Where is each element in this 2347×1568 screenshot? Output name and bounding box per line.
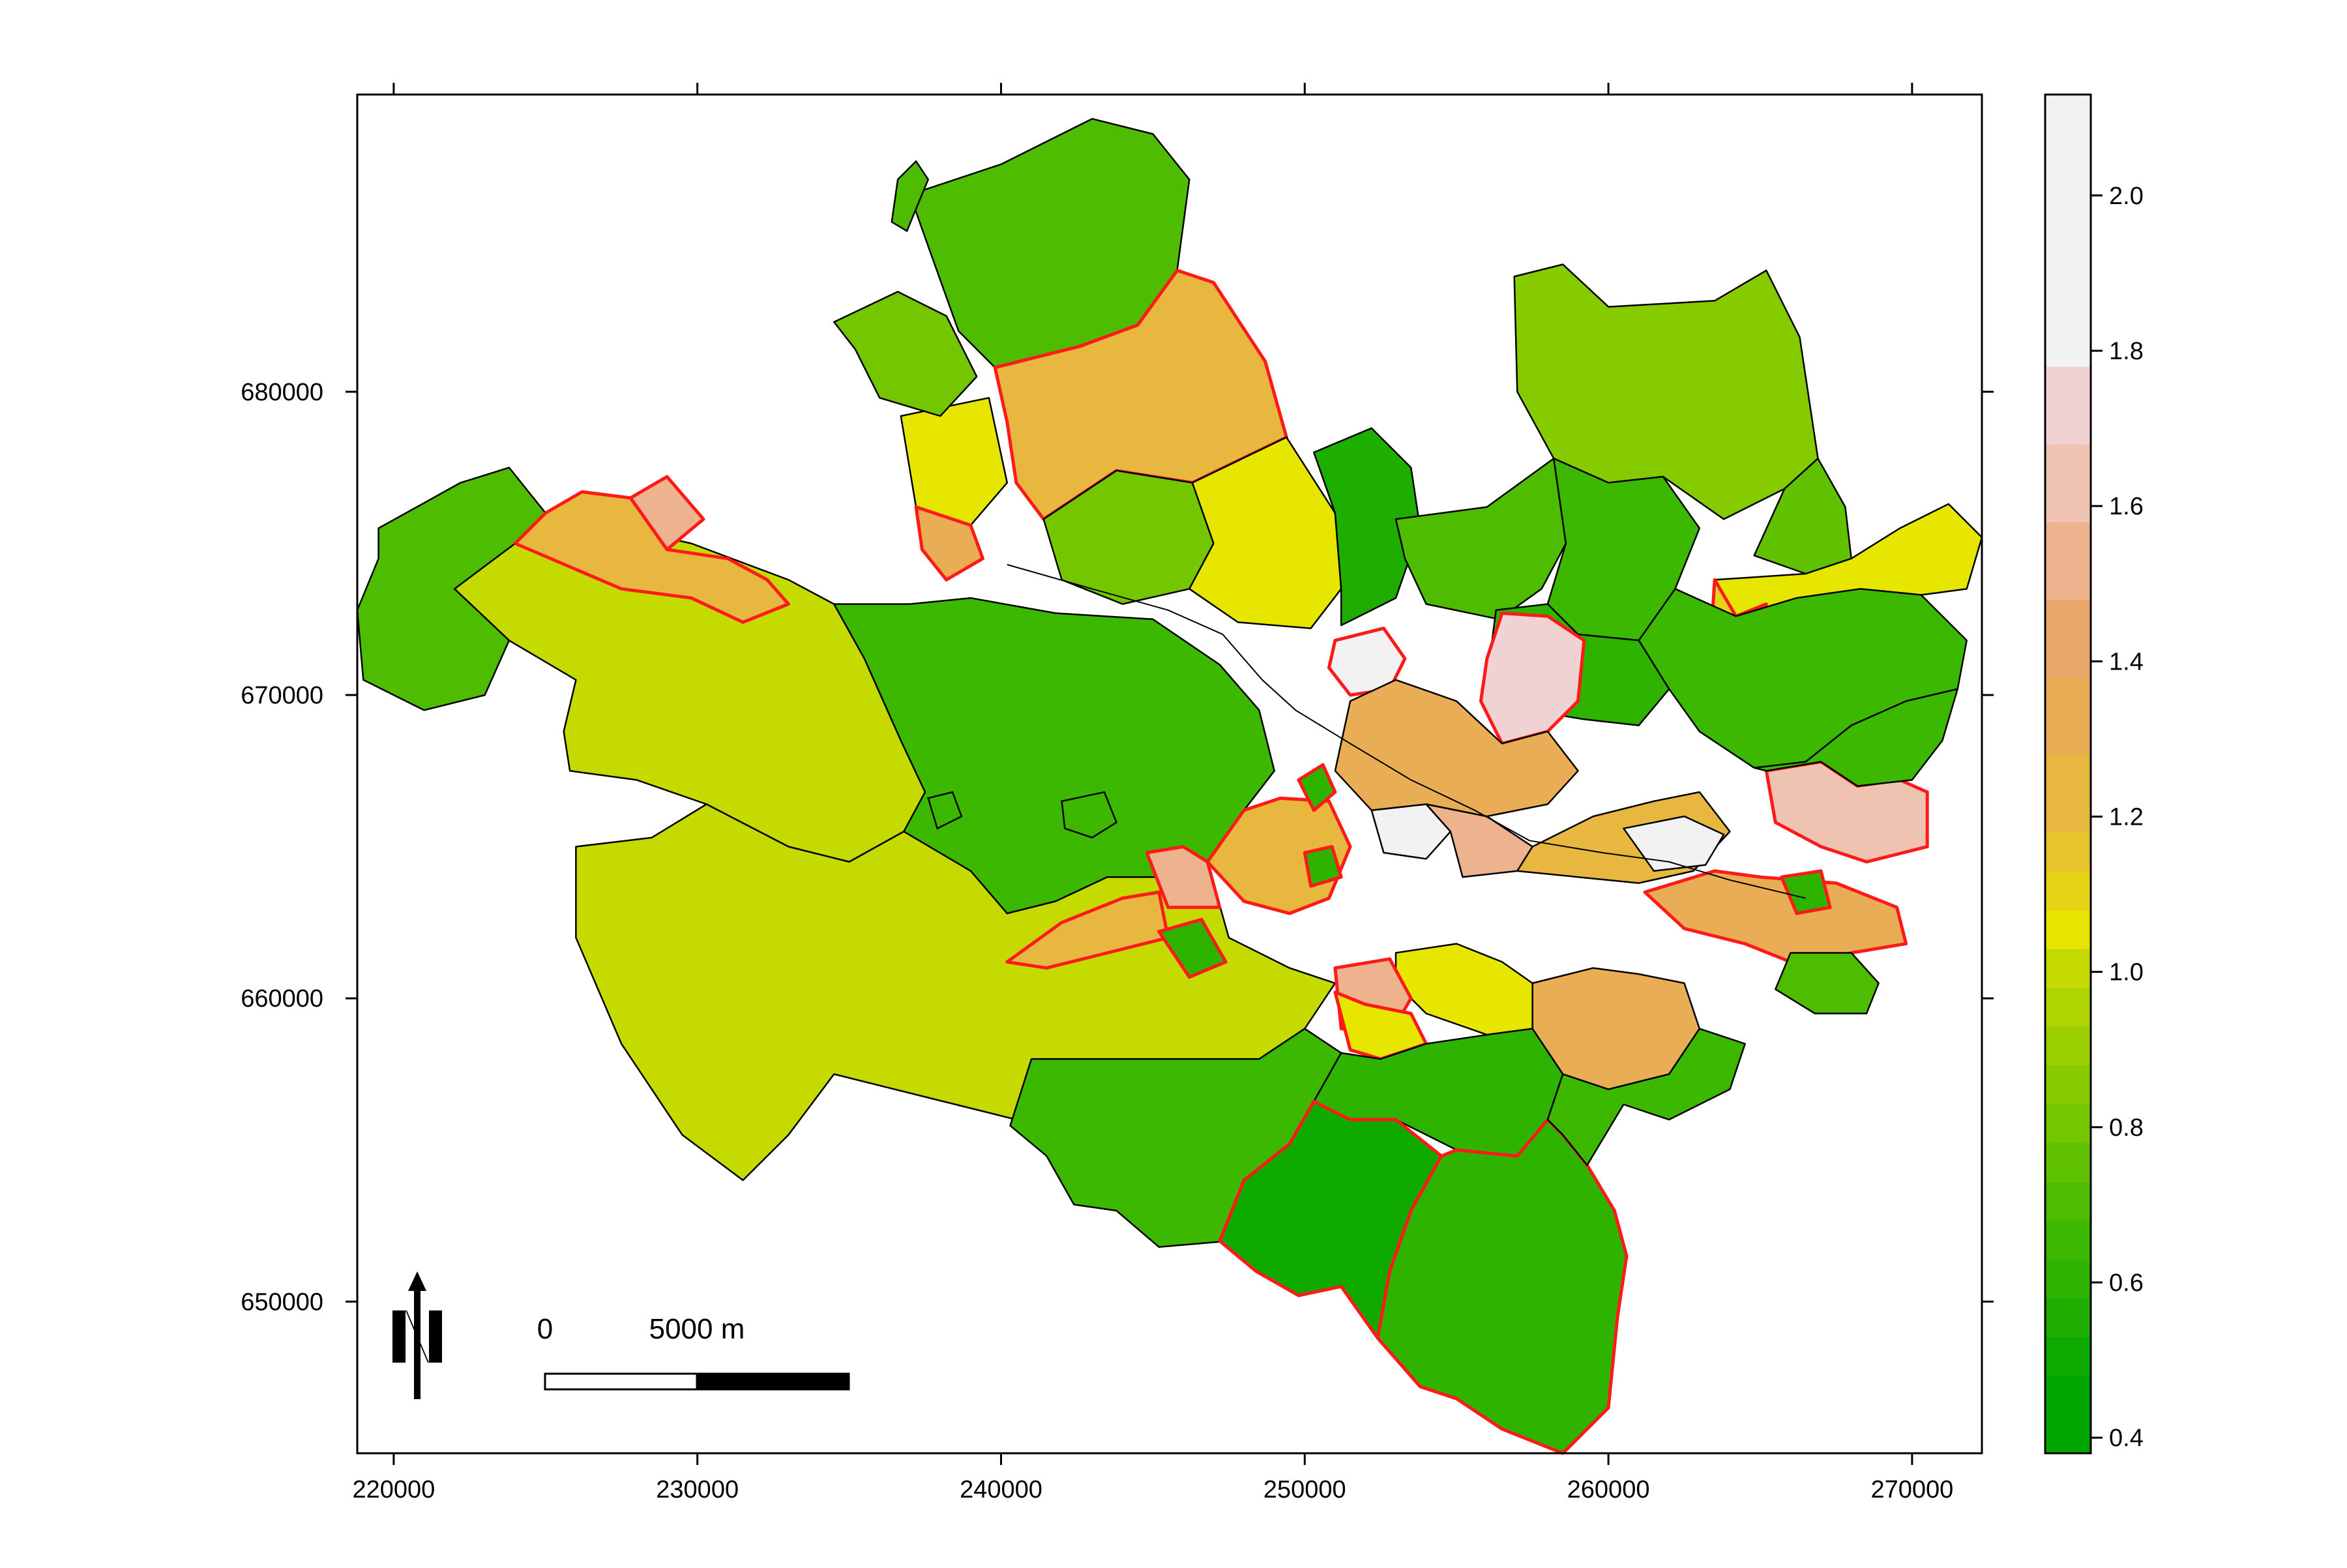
region-north-west-pink-small — [914, 505, 984, 582]
color-key-band — [2045, 95, 2091, 367]
color-key-band — [2045, 910, 2091, 949]
y-tick-label: 660000 — [241, 985, 323, 1013]
region-island-green — [1061, 791, 1118, 839]
regions-layer — [356, 117, 1983, 1455]
color-key-tick-label: 0.8 — [2109, 1114, 2144, 1142]
y-tick-label: 680000 — [241, 379, 323, 406]
region-west-coast-pink — [628, 475, 705, 552]
x-tick-label: 260000 — [1567, 1476, 1650, 1503]
color-key-band — [2045, 1297, 2091, 1338]
region-east-orange-bottom — [1643, 869, 1908, 970]
region-north-central-dark — [1313, 427, 1421, 627]
region-central-small-green — [1297, 763, 1337, 812]
color-key-tick-label: 0.4 — [2109, 1425, 2144, 1452]
region-urban-orange-center — [1334, 679, 1579, 818]
color-key-tick-label: 1.4 — [2109, 648, 2144, 675]
region-north-yellow-strip — [900, 396, 1009, 526]
color-key-band — [2045, 1104, 2091, 1144]
color-key-band — [2045, 677, 2091, 755]
scale-bar-black-segment — [696, 1372, 850, 1391]
region-north-central-yellow — [1188, 436, 1342, 629]
region-river-island — [891, 160, 930, 233]
y-tick-label: 670000 — [241, 682, 323, 709]
region-south-east-large — [1376, 1117, 1629, 1455]
y-tick-label: 650000 — [241, 1288, 323, 1316]
color-key-tick-label: 2.0 — [2109, 183, 2144, 210]
scale-bar-end-label: 5000 m — [649, 1313, 745, 1345]
y-axis: 680000 670000 660000 650000 — [241, 379, 1994, 1316]
region-west-island — [927, 791, 963, 830]
color-key: 2.0 1.8 1.6 1.4 1.2 1.0 0.8 0.6 0.4 — [2044, 93, 2144, 1455]
x-tick-label: 270000 — [1870, 1476, 1953, 1503]
islands-layer — [891, 160, 1118, 839]
region-west-green-pocket — [1157, 917, 1228, 979]
color-key-band — [2045, 1337, 2091, 1376]
color-key-band — [2045, 1220, 2091, 1260]
color-key-tick-label: 1.8 — [2109, 338, 2144, 365]
color-key-frame — [2044, 93, 2092, 1455]
x-tick-label: 250000 — [1263, 1476, 1346, 1503]
color-key-band — [2045, 443, 2091, 522]
region-central-pink — [1145, 845, 1222, 910]
color-key-band — [2045, 599, 2091, 677]
color-key-tick-label: 1.0 — [2109, 959, 2144, 986]
x-tick-label: 220000 — [352, 1476, 435, 1503]
x-tick-label: 230000 — [656, 1476, 739, 1503]
color-key-band — [2045, 1065, 2091, 1104]
color-key-band — [2045, 1259, 2091, 1299]
color-key-tick-label: 1.2 — [2109, 803, 2144, 831]
river — [1007, 564, 1807, 899]
scale-bar-white-segment — [544, 1372, 698, 1391]
color-key-band — [2045, 832, 2091, 872]
region-central-small-green2 — [1303, 845, 1343, 888]
color-key-band — [2045, 948, 2091, 988]
color-key-band — [2045, 754, 2091, 833]
x-tick-label: 240000 — [960, 1476, 1042, 1503]
color-key-band — [2045, 1026, 2091, 1066]
color-key-band — [2045, 1142, 2091, 1182]
color-key-band — [2045, 1375, 2091, 1454]
map-frame — [356, 93, 1983, 1455]
region-west-orange-strip — [1005, 890, 1170, 970]
region-east-green-small — [1780, 869, 1832, 915]
x-axis: 220000 230000 240000 250000 260000 270000 — [352, 83, 1953, 1503]
color-key-band — [2045, 522, 2091, 600]
color-key-band — [2045, 366, 2091, 445]
color-key-band — [2045, 870, 2091, 911]
region-east-green-right — [1753, 688, 1958, 787]
color-key-band — [2045, 987, 2091, 1027]
region-east-white — [1623, 815, 1725, 872]
region-west-coast-orange — [513, 490, 790, 624]
scale-bar-start-label: 0 — [537, 1313, 553, 1345]
north-arrow-icon — [392, 1271, 442, 1399]
color-key-tick-label: 0.6 — [2109, 1269, 2144, 1297]
color-key-band — [2045, 1181, 2091, 1221]
color-key-tick-label: 1.6 — [2109, 493, 2144, 520]
region-north-east-green-a — [1395, 457, 1567, 621]
scale-bar: 0 5000 m — [537, 1313, 850, 1391]
region-east-green-se — [1775, 952, 1880, 1014]
region-north-west-small — [833, 291, 978, 417]
region-south-east-green — [1546, 1028, 1746, 1166]
